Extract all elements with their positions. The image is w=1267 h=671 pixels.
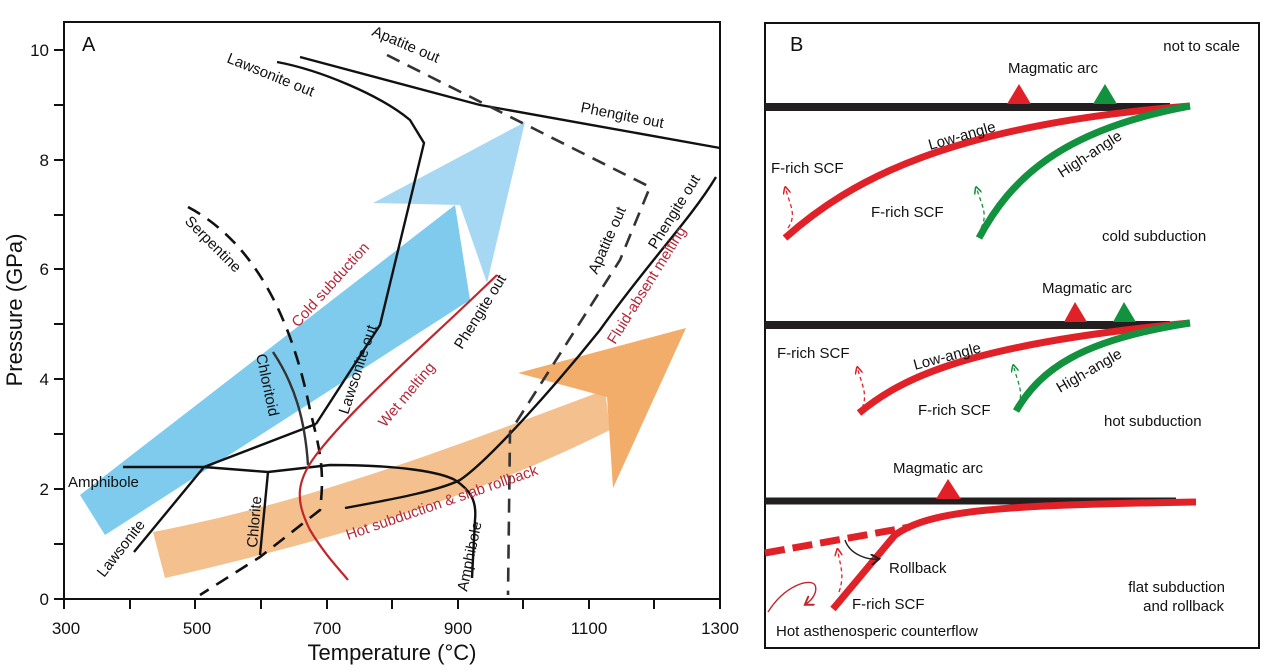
scenario-flat-rollback: Magmatic arc Rollback F-rich SCF Hot ast… [764,460,1225,640]
flat-slab-dashed [764,523,911,557]
scf-label: F-rich SCF [852,596,925,613]
counterflow-arrow [767,581,817,613]
panel-b: B not to scale Magmatic arc Low-angle Hi… [764,22,1260,649]
scenario-title-line2: and rollback [1143,598,1224,615]
low-angle-slab [782,102,1191,241]
label-wet-melting: Wet melting [375,359,439,430]
x-tick-label: 300 [52,619,80,638]
low-angle-slab [856,319,1191,416]
wet-melting-curve [298,274,498,581]
cold-subduction-arrow-body [80,205,470,535]
magmatic-arc-label: Magmatic arc [893,460,984,477]
scf-arrow-red [858,370,866,409]
arc-volcano-green [1113,302,1136,322]
scf-label-red: F-rich SCF [777,345,850,362]
plot-frame-b [764,22,1260,649]
y-tick-label: 0 [40,590,49,609]
y-tick-label: 8 [40,151,49,170]
x-tick-label: 700 [313,619,341,638]
scenario-hot: Magmatic arc Low-angle High-angle F-rich… [765,280,1202,430]
amphibole-upper-line [123,463,477,579]
scenario-title: cold subduction [1102,228,1206,245]
label-chlorite: Chlorite [244,495,265,548]
axis-ticks-a [54,49,721,609]
scf-arrow-red [838,552,843,593]
rolled-back-slab [830,498,1197,612]
not-to-scale-note: not to scale [1163,38,1240,55]
x-axis-title: Temperature (°C) [308,640,477,665]
magmatic-arc-label: Magmatic arc [1008,60,1099,77]
label-apatite-out-top: Apatite out [369,23,442,67]
hot-subduction-arrow-head [518,328,686,488]
high-angle-slab [1012,319,1191,413]
panel-a: 300 500 700 900 1100 1300 0 2 4 6 8 10 T… [2,21,739,665]
magmatic-arc-label: Magmatic arc [1042,280,1133,297]
label-apatite-out-right: Apatite out [585,203,630,276]
panel-b-label: B [790,34,803,56]
rollback-label: Rollback [889,560,947,577]
lawsonite-left-line [133,422,317,553]
scenario-title-line1: flat subduction [1128,579,1225,596]
y-tick-label: 10 [30,41,49,60]
scf-label-green: F-rich SCF [871,204,944,221]
label-amphibole-left: Amphibole [68,474,139,491]
label-amphibole-right: Amphibole [454,520,485,593]
label-phengite-out-top: Phengite out [579,99,666,132]
scf-label-green: F-rich SCF [918,402,991,419]
hot-subduction-arrow-body [153,390,610,578]
phengite-out-top-line [299,55,721,150]
arc-volcano-red [1064,302,1087,322]
high-angle-slab [975,102,1191,240]
y-axis-title: Pressure (GPa) [2,234,27,387]
scenario-title: hot subduction [1104,413,1202,430]
y-tick-label: 4 [40,370,49,389]
x-tick-label: 500 [183,619,211,638]
scenario-cold: Magmatic arc Low-angle High-angle F-rich… [765,60,1206,245]
chlorite-line [258,471,270,556]
apatite-out-dashed [386,53,652,596]
high-angle-label: High-angle [1054,345,1125,396]
lawsonite-out-curve [276,60,426,425]
panel-a-label: A [82,34,96,56]
scf-arrow-green [1014,368,1022,406]
arc-volcano-red [1007,84,1031,104]
x-tick-label: 900 [444,619,472,638]
phengite-out-right-curve [344,176,718,510]
arc-volcano-red [936,479,961,499]
counterflow-label: Hot asthenosperic counterflow [776,623,978,640]
rollback-arrow [844,539,878,559]
x-tick-label: 1100 [571,619,608,638]
arc-volcano-green [1093,84,1117,104]
scf-arrow-red [786,190,794,229]
scf-label-red: F-rich SCF [771,160,844,177]
scf-arrow-green [977,190,985,229]
serpentine-dashed [187,205,324,597]
y-tick-label: 2 [40,480,49,499]
y-tick-label: 6 [40,260,49,279]
chloritoid-curve [272,351,310,466]
cold-subduction-arrow-head [373,122,525,283]
low-angle-label: Low-angle [926,118,997,153]
x-tick-label: 1300 [701,619,739,638]
